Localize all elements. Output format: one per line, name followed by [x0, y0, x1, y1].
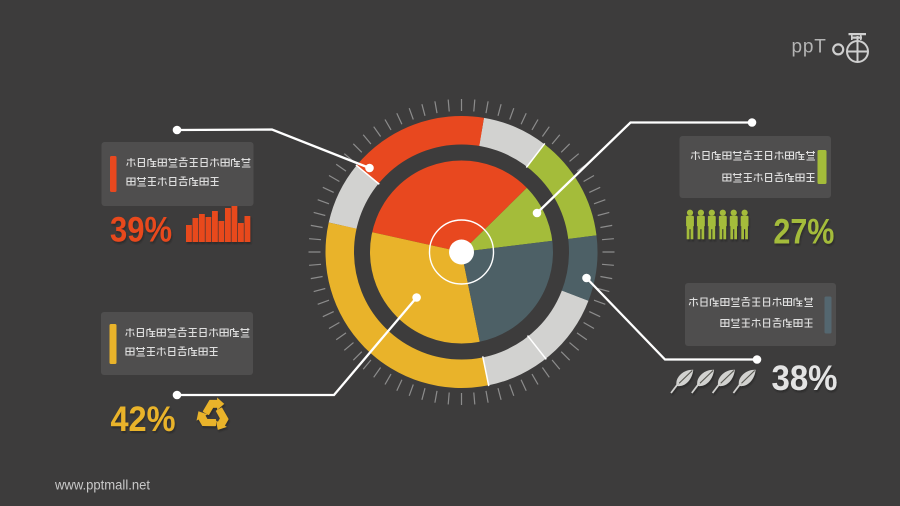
- svg-text:42%: 42%: [111, 400, 176, 439]
- svg-text:www.pptmall.net: www.pptmall.net: [54, 478, 150, 493]
- svg-text:27%: 27%: [773, 213, 834, 252]
- svg-text:39%: 39%: [110, 211, 172, 250]
- svg-text:ppT: ppT: [792, 37, 827, 58]
- svg-text:38%: 38%: [772, 359, 838, 398]
